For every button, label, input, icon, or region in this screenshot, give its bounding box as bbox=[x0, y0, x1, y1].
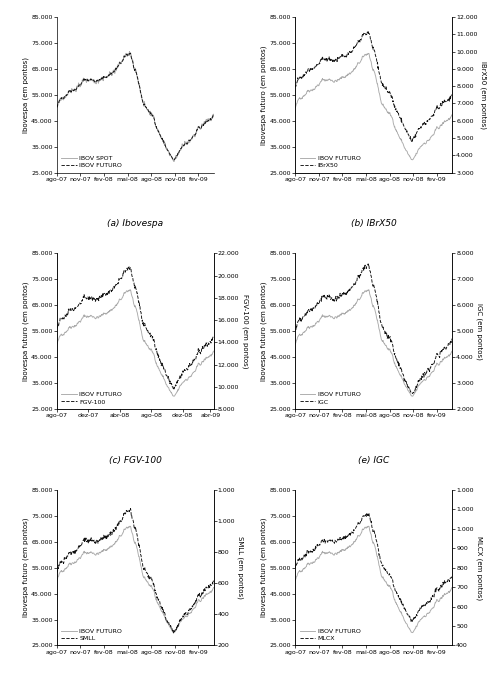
Y-axis label: Ibovespa futuro (em pontos): Ibovespa futuro (em pontos) bbox=[261, 518, 267, 617]
Y-axis label: SMLL (em pontos): SMLL (em pontos) bbox=[238, 536, 244, 599]
Text: (e) IGC: (e) IGC bbox=[358, 456, 389, 464]
Y-axis label: Ibovespa futuro (em pontos): Ibovespa futuro (em pontos) bbox=[23, 518, 29, 617]
Text: (c) FGV-100: (c) FGV-100 bbox=[109, 456, 162, 464]
Text: (a) Ibovespa: (a) Ibovespa bbox=[107, 219, 164, 228]
Y-axis label: IGC (em pontos): IGC (em pontos) bbox=[476, 303, 482, 360]
Y-axis label: Ibovespa (em pontos): Ibovespa (em pontos) bbox=[23, 57, 29, 133]
Legend: IBOV FUTURO, FGV-100: IBOV FUTURO, FGV-100 bbox=[60, 391, 124, 406]
Legend: IBOV FUTURO, SMLL: IBOV FUTURO, SMLL bbox=[60, 627, 124, 642]
Legend: IBOV FUTURO, IGC: IBOV FUTURO, IGC bbox=[298, 391, 362, 406]
Y-axis label: IBrX50 (em pontos): IBrX50 (em pontos) bbox=[480, 61, 486, 129]
Y-axis label: FGV-100 (em pontos): FGV-100 (em pontos) bbox=[242, 294, 248, 369]
Y-axis label: Ibovespa futuro (em pontos): Ibovespa futuro (em pontos) bbox=[23, 281, 29, 381]
Legend: IBOV SPOT, IBOV FUTURO: IBOV SPOT, IBOV FUTURO bbox=[60, 154, 124, 169]
Y-axis label: Ibovespa futuro (em pontos): Ibovespa futuro (em pontos) bbox=[261, 45, 267, 145]
Y-axis label: MLCX (em pontos): MLCX (em pontos) bbox=[476, 535, 482, 600]
Legend: IBOV FUTURO, MLCX: IBOV FUTURO, MLCX bbox=[298, 627, 362, 642]
Text: (b) IBrX50: (b) IBrX50 bbox=[351, 219, 397, 228]
Legend: IBOV FUTURO, IBrX50: IBOV FUTURO, IBrX50 bbox=[298, 154, 362, 169]
Y-axis label: Ibovespa futuro (em pontos): Ibovespa futuro (em pontos) bbox=[261, 281, 267, 381]
